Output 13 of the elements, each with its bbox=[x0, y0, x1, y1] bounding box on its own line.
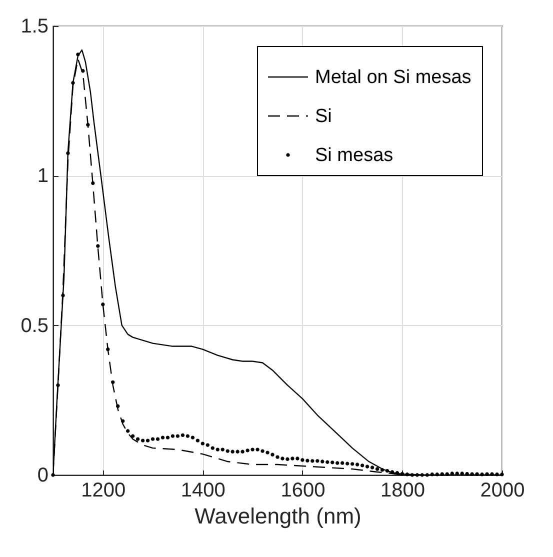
x-axis-title: Wavelength (nm) bbox=[194, 504, 362, 528]
legend-label: Si mesas bbox=[315, 145, 394, 166]
x-tick-label: 1600 bbox=[280, 480, 326, 502]
legend-label: Si bbox=[315, 106, 332, 127]
y-tick-label: 0.5 bbox=[20, 314, 48, 337]
y-tick-label: 1.5 bbox=[20, 16, 48, 38]
x-tick-label: 1200 bbox=[81, 480, 126, 502]
y-tick-label: 0 bbox=[37, 464, 48, 486]
x-tick-label: 2000 bbox=[480, 480, 525, 502]
x-tick-label: 1400 bbox=[180, 480, 226, 502]
x-tick-label: 1800 bbox=[380, 480, 425, 502]
legend-label: Metal on Si mesas bbox=[315, 67, 472, 88]
y-tick-label: 1 bbox=[37, 165, 48, 188]
